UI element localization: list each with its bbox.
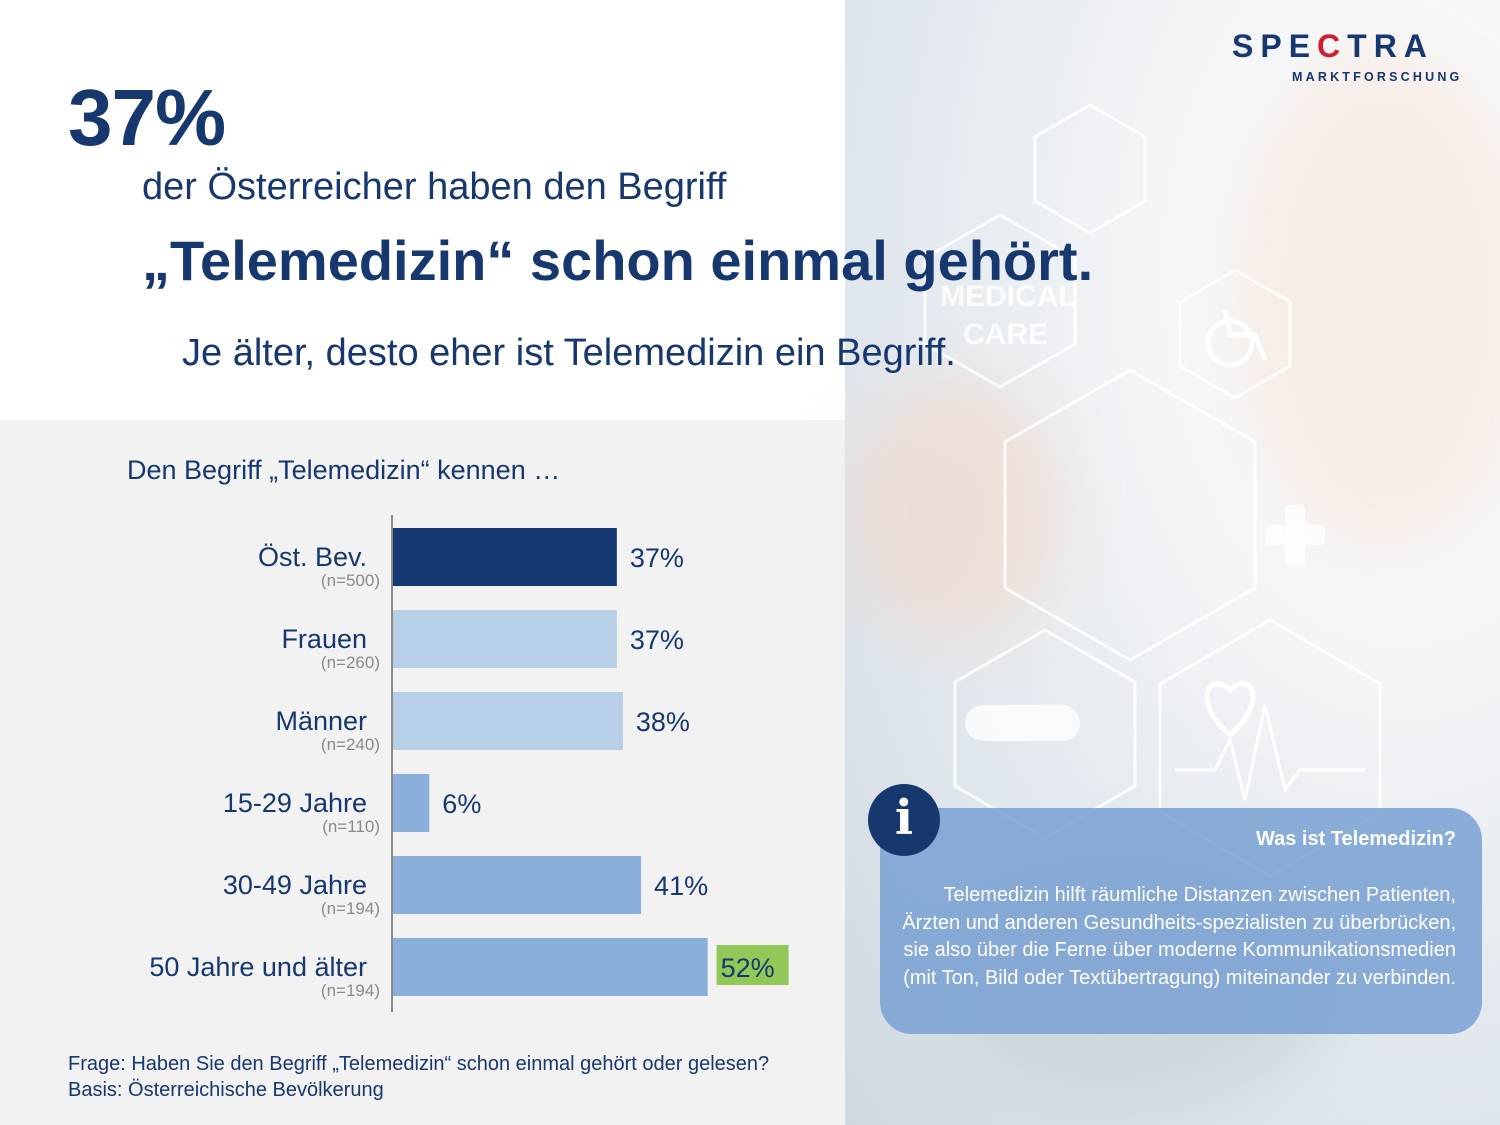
wheelchair-icon — [1205, 309, 1268, 368]
logo-prefix: SPE — [1232, 28, 1318, 64]
bar — [393, 528, 617, 586]
value-label: 41% — [654, 871, 708, 901]
bar — [393, 938, 708, 996]
value-label-highlight — [716, 945, 789, 985]
category-label: Männer — [275, 706, 367, 736]
overlay-text-medical: MEDICAL — [940, 280, 1077, 313]
value-label: 37% — [630, 543, 684, 573]
sample-size-label: (n=194) — [321, 899, 380, 918]
sample-size-label: (n=110) — [322, 817, 380, 836]
headline-line-3: Je älter, desto eher ist Telemedizin ein… — [182, 332, 956, 374]
bar — [393, 856, 642, 914]
spectra-logo: SPECTRA MARKTFORSCHUNG — [1232, 28, 1459, 84]
category-label: Frauen — [281, 624, 367, 654]
info-box: Was ist Telemedizin? Telemedizin hilft r… — [880, 808, 1482, 1034]
category-label: 50 Jahre und älter — [149, 952, 367, 982]
info-icon: i — [868, 784, 940, 856]
bar — [393, 610, 617, 668]
logo-mark: C — [1317, 28, 1348, 64]
bar — [393, 774, 430, 832]
value-label: 52% — [721, 953, 775, 983]
headline-line-2: „Telemedizin“ schon einmal gehört. — [142, 229, 1094, 292]
info-text: Telemedizin hilft räumliche Distanzen zw… — [902, 884, 1456, 989]
sample-size-label: (n=194) — [321, 981, 380, 1000]
sample-size-label: (n=500) — [321, 571, 380, 590]
headline-line-1: der Österreicher haben den Begriff — [142, 166, 727, 208]
category-label: 30-49 Jahre — [223, 870, 367, 900]
category-label: Öst. Bev. — [258, 542, 367, 572]
footnote-question: Frage: Haben Sie den Begriff „Telemedizi… — [68, 1053, 770, 1075]
value-label: 37% — [630, 625, 684, 655]
value-label: 38% — [636, 707, 690, 737]
category-label: 15-29 Jahre — [223, 788, 367, 818]
logo-subtitle: MARKTFORSCHUNG — [1292, 70, 1463, 84]
logo-suffix: TRA — [1347, 28, 1434, 64]
headline-percent: 37% — [68, 73, 226, 162]
value-label: 6% — [442, 789, 481, 819]
info-icon-glyph: i — [894, 790, 914, 846]
overlay-text-care: CARE — [963, 318, 1048, 351]
bar-chart: Öst. Bev.(n=500) 37% Frauen(n=260) 37% Männe… — [149, 515, 789, 1012]
footnote-basis: Basis: Österreichische Bevölkerung — [68, 1079, 384, 1101]
chart-title: Den Begriff „Telemedizin“ kennen … — [127, 455, 561, 485]
heartbeat-icon — [1175, 704, 1365, 801]
sample-size-label: (n=260) — [321, 653, 380, 672]
pill-icon — [965, 705, 1080, 741]
sample-size-label: (n=240) — [321, 735, 380, 754]
bar — [393, 692, 623, 750]
heart-icon — [1204, 681, 1256, 739]
info-title: Was ist Telemedizin? — [1255, 828, 1456, 850]
